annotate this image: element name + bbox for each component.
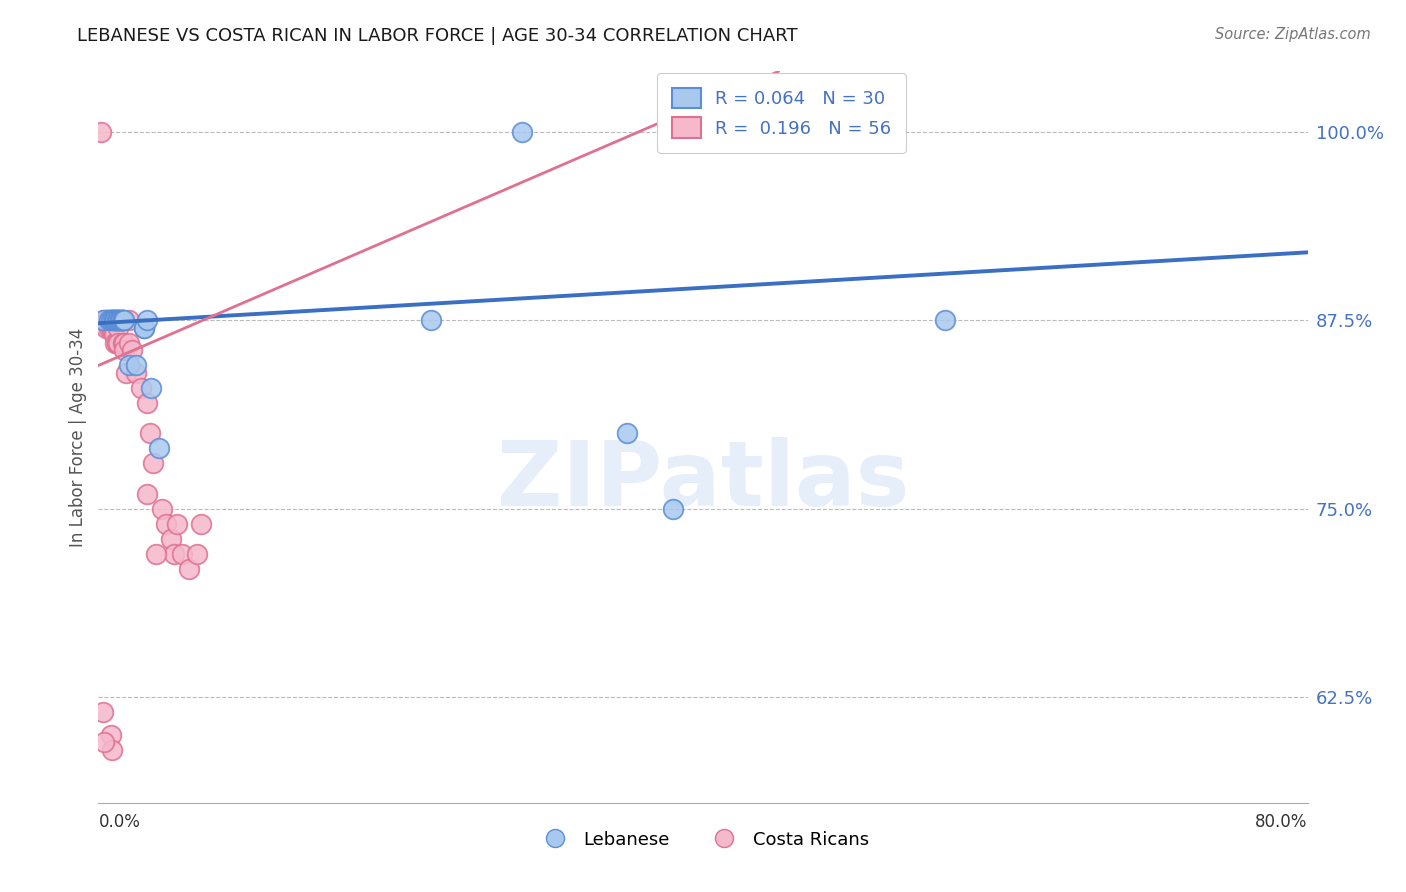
Point — [139, 426, 162, 441]
Point — [132, 320, 155, 334]
Point — [118, 359, 141, 373]
Point — [616, 426, 638, 441]
Point — [108, 313, 131, 327]
Point — [103, 313, 125, 327]
Point — [104, 313, 127, 327]
Point — [96, 313, 118, 327]
Point — [101, 313, 124, 327]
Point — [91, 706, 114, 720]
Point — [142, 457, 165, 471]
Point — [510, 125, 533, 139]
Point — [103, 313, 125, 327]
Point — [110, 313, 132, 327]
Point — [104, 335, 127, 350]
Point — [141, 381, 163, 395]
Point — [104, 313, 127, 327]
Point — [112, 343, 135, 358]
Point — [155, 516, 177, 531]
Point — [101, 313, 124, 327]
Point — [148, 442, 170, 456]
Point — [166, 516, 188, 531]
Point — [94, 320, 117, 334]
Point — [118, 335, 141, 350]
Point — [420, 313, 443, 327]
Point — [121, 343, 143, 358]
Point — [94, 313, 117, 327]
Point — [135, 486, 157, 500]
Point — [179, 562, 201, 576]
Point — [105, 313, 128, 327]
Point — [93, 735, 115, 749]
Point — [107, 313, 129, 327]
Point — [98, 320, 121, 334]
Point — [125, 366, 148, 380]
Point — [110, 313, 132, 327]
Point — [661, 501, 683, 516]
Point — [98, 313, 121, 327]
Point — [103, 313, 125, 327]
Point — [101, 320, 124, 334]
Point — [107, 313, 129, 327]
Point — [190, 516, 212, 531]
Point — [101, 743, 124, 757]
Point — [103, 313, 125, 327]
Point — [125, 359, 148, 373]
Point — [145, 547, 167, 561]
Point — [101, 313, 124, 327]
Point — [100, 320, 122, 334]
Point — [108, 313, 131, 327]
Text: 80.0%: 80.0% — [1256, 814, 1308, 831]
Text: 0.0%: 0.0% — [98, 814, 141, 831]
Point — [114, 366, 136, 380]
Point — [135, 313, 157, 327]
Point — [135, 396, 157, 410]
Point — [107, 313, 129, 327]
Point — [112, 313, 135, 327]
Point — [132, 320, 155, 334]
Point — [111, 313, 134, 327]
Point — [93, 313, 115, 327]
Point — [186, 547, 208, 561]
Point — [170, 547, 193, 561]
Point — [129, 381, 152, 395]
Text: ZIPatlas: ZIPatlas — [496, 437, 910, 525]
Point — [98, 313, 121, 327]
Point — [100, 728, 122, 742]
Point — [118, 313, 141, 327]
Point — [91, 313, 114, 327]
Point — [90, 125, 112, 139]
Point — [111, 313, 134, 327]
Point — [105, 313, 128, 327]
Point — [111, 313, 134, 327]
Point — [111, 335, 134, 350]
Point — [100, 313, 122, 327]
Point — [112, 335, 135, 350]
Point — [104, 313, 127, 327]
Point — [160, 532, 183, 546]
Point — [150, 501, 173, 516]
Text: LEBANESE VS COSTA RICAN IN LABOR FORCE | AGE 30-34 CORRELATION CHART: LEBANESE VS COSTA RICAN IN LABOR FORCE |… — [77, 27, 799, 45]
Point — [105, 335, 128, 350]
Point — [103, 320, 125, 334]
Y-axis label: In Labor Force | Age 30-34: In Labor Force | Age 30-34 — [69, 327, 87, 547]
Point — [108, 313, 131, 327]
Point — [934, 313, 956, 327]
Point — [107, 320, 129, 334]
Point — [96, 313, 118, 327]
Point — [100, 313, 122, 327]
Point — [111, 313, 134, 327]
Legend: Lebanese, Costa Ricans: Lebanese, Costa Ricans — [530, 823, 876, 856]
Point — [100, 313, 122, 327]
Point — [103, 328, 125, 343]
Point — [105, 313, 128, 327]
Point — [163, 547, 186, 561]
Text: Source: ZipAtlas.com: Source: ZipAtlas.com — [1215, 27, 1371, 42]
Point — [107, 335, 129, 350]
